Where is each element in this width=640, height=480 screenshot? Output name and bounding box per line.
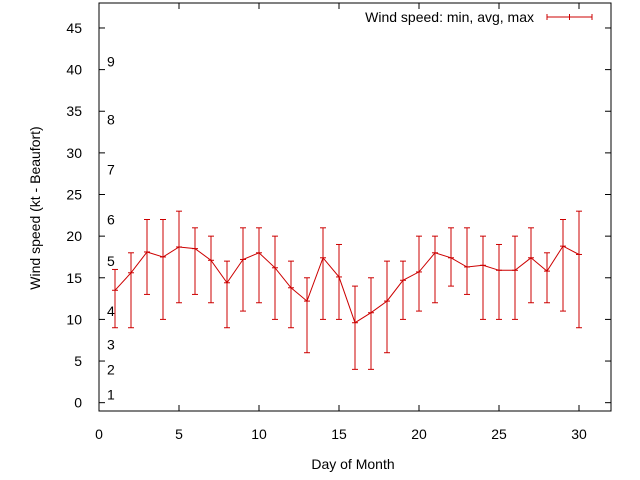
data-point <box>528 227 534 304</box>
plot-frame <box>98 2 612 412</box>
data-point <box>160 218 166 320</box>
x-tick-label: 30 <box>571 426 587 442</box>
data-point <box>304 277 310 354</box>
legend-label: Wind speed: min, avg, max <box>365 9 534 25</box>
data-point <box>416 235 422 312</box>
data-point <box>368 277 374 370</box>
x-tick-label: 20 <box>411 426 427 442</box>
data-point <box>144 218 150 295</box>
data-point <box>448 227 454 287</box>
x-tick-label: 25 <box>491 426 507 442</box>
x-tick-label: 0 <box>95 426 103 442</box>
data-point <box>336 243 342 320</box>
x-tick-label: 15 <box>331 426 347 442</box>
y-tick-label: 20 <box>66 228 82 244</box>
beaufort-scale: 1 2 3 4 5 6 7 8 9 <box>107 53 115 402</box>
y-axis-label: Wind speed (kt - Beaufort) <box>27 126 43 289</box>
x-tick-label: 5 <box>175 426 183 442</box>
series-layer <box>112 210 582 370</box>
data-point <box>496 243 502 320</box>
beaufort-label: 6 <box>107 211 115 227</box>
data-point <box>224 260 230 329</box>
y-tick-label: 25 <box>66 187 82 203</box>
data-point <box>400 260 406 320</box>
y-tick-label: 45 <box>66 20 82 36</box>
data-point <box>384 260 390 354</box>
x-axis-label: Day of Month <box>311 456 394 472</box>
data-point <box>480 235 486 320</box>
y-tick-label: 0 <box>74 395 82 411</box>
data-point <box>544 252 550 304</box>
data-point <box>256 227 262 304</box>
data-point <box>576 210 582 329</box>
data-point <box>128 252 134 329</box>
y-tick-label: 35 <box>66 103 82 119</box>
data-point <box>560 218 566 312</box>
data-point <box>272 235 278 320</box>
beaufort-label: 4 <box>107 303 115 319</box>
data-point <box>240 227 246 312</box>
data-point <box>288 260 294 329</box>
data-point <box>320 227 326 320</box>
data-point <box>352 285 358 370</box>
beaufort-label: 7 <box>107 162 115 178</box>
data-point <box>176 210 182 304</box>
data-point <box>512 235 518 320</box>
data-point <box>208 235 214 304</box>
x-tick-label: 10 <box>251 426 267 442</box>
beaufort-label: 9 <box>107 53 115 69</box>
beaufort-label: 1 <box>107 386 115 402</box>
series-line <box>114 245 580 324</box>
beaufort-label: 3 <box>107 336 115 352</box>
data-point <box>432 235 438 304</box>
data-point <box>192 227 198 295</box>
legend: Wind speed: min, avg, max <box>365 9 593 25</box>
beaufort-label: 5 <box>107 253 115 269</box>
y-tick-label: 10 <box>66 311 82 327</box>
data-point <box>464 227 470 295</box>
data-point <box>112 268 118 329</box>
y-tick-label: 30 <box>66 145 82 161</box>
y-tick-label: 40 <box>66 62 82 78</box>
y-tick-label: 15 <box>66 270 82 286</box>
y-tick-label: 5 <box>74 353 82 369</box>
beaufort-label: 8 <box>107 112 115 128</box>
beaufort-label: 2 <box>107 361 115 377</box>
